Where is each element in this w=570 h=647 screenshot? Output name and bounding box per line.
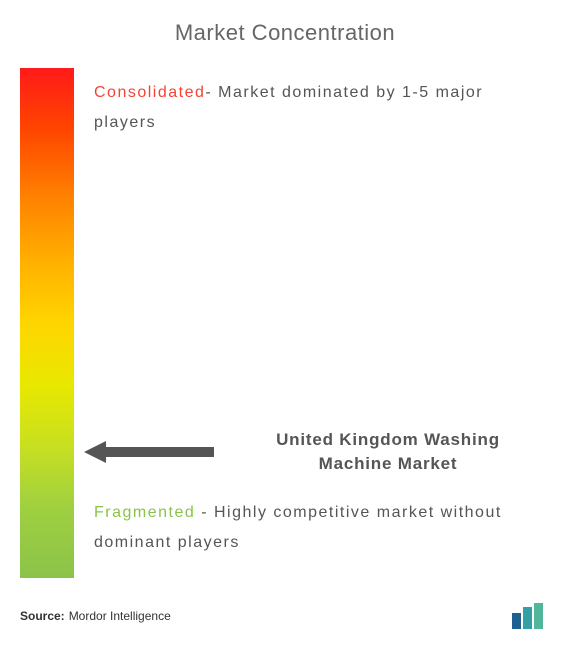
page-title: Market Concentration	[20, 20, 550, 46]
fragmented-label: Fragmented	[94, 504, 195, 521]
source-name: Mordor Intelligence	[69, 609, 171, 623]
market-indicator-row: United Kingdom Washing Machine Market	[84, 428, 538, 476]
mordor-logo-icon	[510, 603, 550, 629]
consolidated-label: Consolidated	[94, 84, 205, 101]
market-name: United Kingdom Washing Machine Market	[238, 428, 538, 476]
market-name-line1: United Kingdom Washing	[276, 430, 500, 449]
fragmented-block: Fragmented - Highly competitive market w…	[94, 498, 534, 559]
concentration-gradient-bar	[20, 68, 74, 578]
infographic-container: Market Concentration Consolidated- Ma	[0, 0, 570, 647]
source-label: Source:	[20, 609, 65, 623]
arrow-left-icon	[84, 440, 214, 464]
market-name-line2: Machine Market	[319, 454, 458, 473]
consolidated-block: Consolidated- Market dominated by 1-5 ma…	[94, 78, 534, 139]
source-row: Source: Mordor Intelligence	[20, 603, 550, 629]
